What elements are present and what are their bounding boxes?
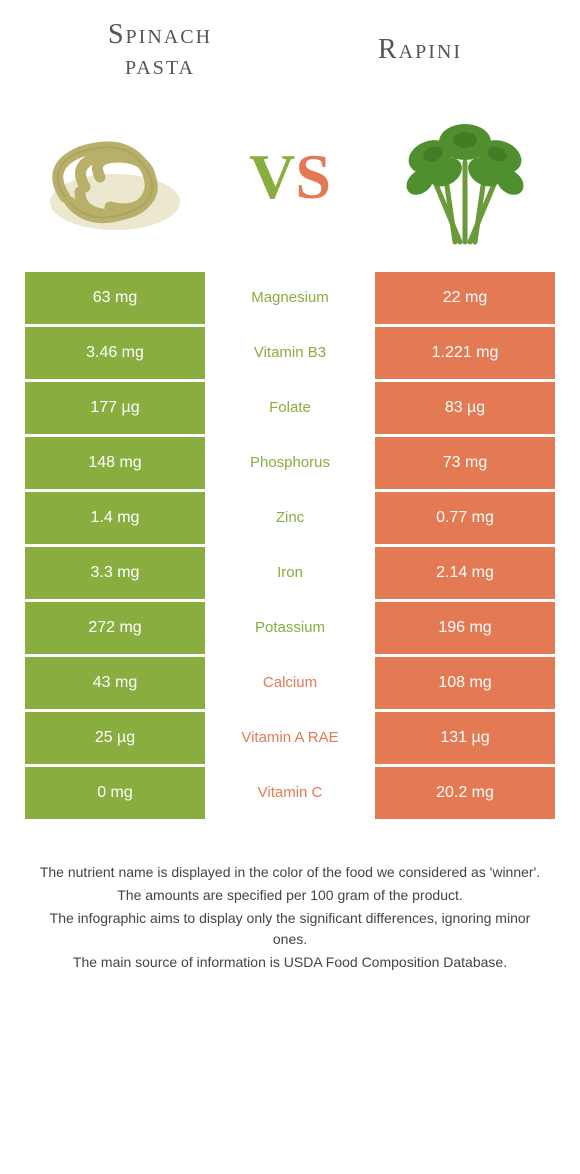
left-value: 148 mg xyxy=(25,437,205,489)
vs-label: VS xyxy=(249,140,331,214)
right-value: 1.221 mg xyxy=(375,327,555,379)
table-row: 272 mgPotassium196 mg xyxy=(25,602,555,654)
left-value: 43 mg xyxy=(25,657,205,709)
table-row: 148 mgPhosphorus73 mg xyxy=(25,437,555,489)
nutrient-name: Iron xyxy=(205,547,375,599)
table-row: 3.3 mgIron2.14 mg xyxy=(25,547,555,599)
nutrient-name: Phosphorus xyxy=(205,437,375,489)
table-row: 25 µgVitamin A RAE131 µg xyxy=(25,712,555,764)
nutrient-name: Vitamin B3 xyxy=(205,327,375,379)
right-food-title: Rapini xyxy=(290,35,550,66)
header: Spinach pasta Rapini xyxy=(0,0,580,92)
spinach-pasta-image xyxy=(30,102,200,252)
table-row: 1.4 mgZinc0.77 mg xyxy=(25,492,555,544)
left-value: 177 µg xyxy=(25,382,205,434)
right-value: 20.2 mg xyxy=(375,767,555,819)
table-row: 3.46 mgVitamin B31.221 mg xyxy=(25,327,555,379)
images-row: VS xyxy=(0,92,580,272)
left-value: 1.4 mg xyxy=(25,492,205,544)
right-value: 0.77 mg xyxy=(375,492,555,544)
vs-s: S xyxy=(295,140,331,214)
left-value: 3.3 mg xyxy=(25,547,205,599)
left-value: 25 µg xyxy=(25,712,205,764)
footer-line: The main source of information is USDA F… xyxy=(35,952,545,973)
nutrient-name: Potassium xyxy=(205,602,375,654)
left-value: 0 mg xyxy=(25,767,205,819)
vs-v: V xyxy=(249,140,295,214)
left-value: 272 mg xyxy=(25,602,205,654)
nutrient-name: Magnesium xyxy=(205,272,375,324)
left-food-title: Spinach pasta xyxy=(30,20,290,82)
table-row: 43 mgCalcium108 mg xyxy=(25,657,555,709)
table-row: 177 µgFolate83 µg xyxy=(25,382,555,434)
footer-line: The amounts are specified per 100 gram o… xyxy=(35,885,545,906)
nutrient-name: Folate xyxy=(205,382,375,434)
left-value: 63 mg xyxy=(25,272,205,324)
footer-line: The nutrient name is displayed in the co… xyxy=(35,862,545,883)
left-value: 3.46 mg xyxy=(25,327,205,379)
right-value: 22 mg xyxy=(375,272,555,324)
nutrient-name: Vitamin C xyxy=(205,767,375,819)
footer-line: The infographic aims to display only the… xyxy=(35,908,545,950)
right-value: 83 µg xyxy=(375,382,555,434)
footer-notes: The nutrient name is displayed in the co… xyxy=(0,822,580,973)
right-value: 2.14 mg xyxy=(375,547,555,599)
right-value: 73 mg xyxy=(375,437,555,489)
comparison-table: 63 mgMagnesium22 mg3.46 mgVitamin B31.22… xyxy=(25,272,555,819)
right-value: 196 mg xyxy=(375,602,555,654)
nutrient-name: Calcium xyxy=(205,657,375,709)
nutrient-name: Zinc xyxy=(205,492,375,544)
right-value: 108 mg xyxy=(375,657,555,709)
right-value: 131 µg xyxy=(375,712,555,764)
nutrient-name: Vitamin A RAE xyxy=(205,712,375,764)
table-row: 63 mgMagnesium22 mg xyxy=(25,272,555,324)
rapini-image xyxy=(380,102,550,252)
table-row: 0 mgVitamin C20.2 mg xyxy=(25,767,555,819)
